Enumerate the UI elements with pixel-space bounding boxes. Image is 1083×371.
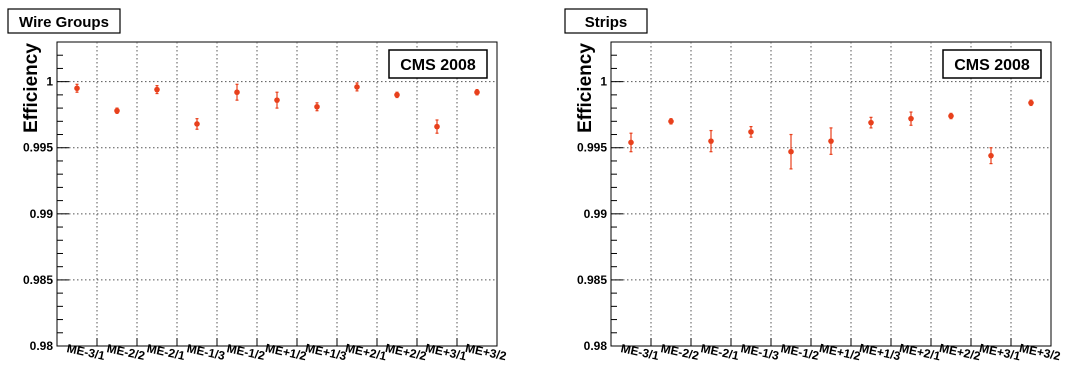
y-tick-label: 1: [46, 75, 53, 89]
x-tick-label: ME-1/2: [779, 341, 820, 363]
data-point: [274, 91, 280, 109]
data-point: [788, 133, 794, 170]
x-tick-label: ME+3/1: [978, 341, 1022, 363]
data-point: [314, 102, 320, 112]
data-point: [828, 127, 834, 155]
panel-title: Strips: [585, 14, 628, 31]
y-axis: 0.98 0.985 0.99 0.995 1: [577, 41, 623, 353]
x-tick-label: ME-1/3: [185, 341, 226, 363]
x-tick-label: ME-2/1: [145, 341, 186, 363]
data-point: [668, 118, 674, 125]
data-point: [948, 112, 954, 120]
x-axis: ME-3/1 ME-2/2 ME-2/1 ME-1/3 ME-1/2ME+1/2ME+1…: [65, 338, 508, 363]
data-point: [154, 85, 160, 95]
data-point: [1028, 99, 1034, 107]
data-points: [628, 99, 1034, 170]
panel-title: Wire Groups: [19, 14, 109, 31]
cms-annotation: CMS 2008: [400, 57, 476, 74]
title-box: [7, 8, 121, 34]
x-tick-label: ME-2/1: [699, 341, 740, 363]
data-point: [354, 82, 360, 92]
x-tick-label: ME-1/3: [739, 341, 780, 363]
annotation-box: [942, 49, 1042, 79]
y-tick-label: 0.995: [577, 141, 607, 155]
title-box: [564, 8, 648, 34]
y-tick-label: 1: [600, 75, 607, 89]
x-tick-label: ME-2/2: [105, 341, 146, 363]
cms-annotation: CMS 2008: [954, 57, 1030, 74]
x-tick-label: ME+2/2: [384, 341, 428, 363]
data-point: [748, 125, 754, 138]
panel-strips: Strips Efficiency 0.98 0.985 0.99 0.995 1 ME…: [564, 8, 1062, 363]
data-point: [628, 132, 634, 153]
x-tick-label: ME+2/1: [344, 341, 388, 363]
x-tick-label: ME+1/3: [304, 341, 348, 363]
panel-wire-groups: Wire Groups Efficiency 0.98 0.985 0.99 0.99…: [7, 8, 508, 363]
data-point: [988, 147, 994, 165]
x-tick-label: ME-1/2: [225, 341, 266, 363]
y-tick-label: 0.985: [23, 273, 53, 287]
y-tick-label: 0.985: [577, 273, 607, 287]
y-axis-label: Efficiency: [21, 43, 42, 133]
y-tick-label: 0.99: [30, 207, 54, 221]
data-point: [394, 91, 400, 99]
data-point: [434, 119, 440, 134]
y-tick-label: 0.99: [584, 207, 608, 221]
y-tick-label: 0.995: [23, 141, 53, 155]
x-tick-label: ME+3/1: [424, 341, 468, 363]
y-axis: 0.98 0.985 0.99 0.995 1: [23, 41, 69, 353]
data-point: [114, 107, 120, 114]
x-tick-label: ME+1/2: [264, 341, 308, 363]
x-tick-label: ME+1/2: [818, 341, 862, 363]
data-point: [708, 129, 714, 153]
data-points: [74, 82, 480, 134]
annotation-box: [388, 49, 488, 79]
x-tick-label: ME-3/1: [65, 341, 106, 363]
data-point: [194, 118, 200, 130]
x-tick-label: ME+2/2: [938, 341, 982, 363]
data-point: [74, 83, 80, 93]
data-point: [908, 111, 914, 126]
grid-lines: [611, 42, 1051, 346]
x-tick-label: ME-2/2: [659, 341, 700, 363]
y-tick-label: 0.98: [584, 339, 608, 353]
y-tick-label: 0.98: [30, 339, 54, 353]
x-axis: ME-3/1 ME-2/2 ME-2/1 ME-1/3 ME-1/2ME+1/2ME+1…: [619, 338, 1062, 363]
grid-lines: [57, 42, 497, 346]
x-tick-label: ME-3/1: [619, 341, 660, 363]
data-point: [868, 116, 874, 129]
x-tick-label: ME+2/1: [898, 341, 942, 363]
x-tick-label: ME+3/2: [464, 341, 508, 363]
plot-frame: [56, 41, 498, 347]
data-point: [234, 83, 240, 101]
x-tick-label: ME+3/2: [1018, 341, 1062, 363]
plot-frame: [610, 41, 1052, 347]
data-point: [474, 88, 480, 96]
x-tick-label: ME+1/3: [858, 341, 902, 363]
y-axis-label: Efficiency: [575, 43, 596, 133]
